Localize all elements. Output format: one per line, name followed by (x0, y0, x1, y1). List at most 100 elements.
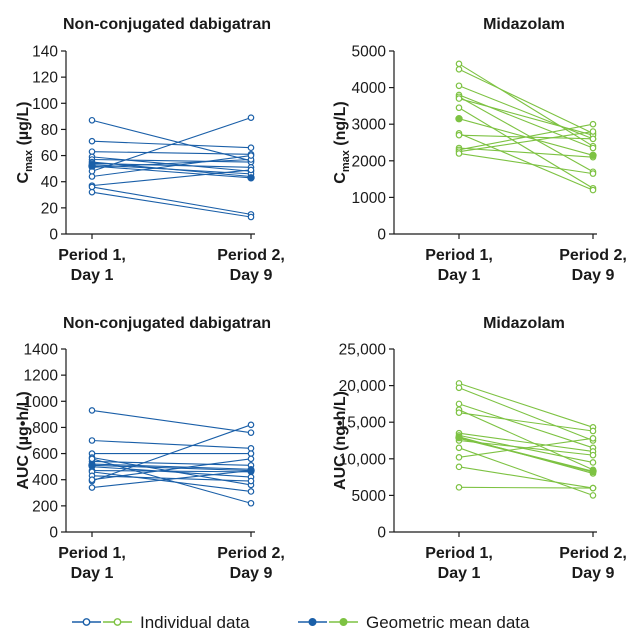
individual-point (589, 144, 597, 152)
y-tick-label: 2000 (352, 153, 387, 170)
individual-line (458, 147, 594, 158)
individual-point (455, 66, 463, 73)
y-tick-label: 1000 (24, 394, 59, 411)
individual-point (455, 409, 463, 416)
y-axis-label-main: C (332, 172, 349, 184)
individual-line (91, 169, 252, 187)
y-axis-label: AUC (µg•h/L) (15, 391, 32, 489)
x-tick-label: Period 1, (425, 545, 493, 562)
individual-line (91, 409, 252, 434)
individual-line (91, 470, 252, 473)
y-axis-label-unit: (ng/L) (332, 101, 349, 150)
individual-point (589, 120, 597, 128)
y-tick-label: 40 (41, 174, 59, 191)
individual-point (247, 445, 255, 452)
individual-point (247, 166, 255, 174)
individual-line (91, 186, 252, 215)
panel-title: Non-conjugated dabigatran (63, 16, 271, 33)
legend-individual-blue-marker (82, 618, 91, 626)
individual-line (91, 424, 252, 482)
individual-line (91, 458, 252, 481)
geometric-mean-line (458, 437, 594, 472)
individual-point (88, 173, 96, 180)
legend-individual-label: Individual data (140, 613, 250, 632)
individual-line (458, 437, 594, 458)
y-tick-label: 15,000 (339, 415, 387, 432)
individual-point (455, 95, 463, 102)
x-tick-label: Day 9 (230, 267, 273, 284)
y-tick-label: 0 (377, 227, 386, 244)
panel-4: Midazolam 0 5000 10,000 15,000 20,000 25,000 Pe… (332, 315, 627, 582)
x-tick-label: Day 1 (71, 267, 114, 284)
individual-point (589, 128, 597, 135)
individual-line (458, 409, 594, 471)
y-tick-label: 120 (32, 70, 58, 87)
individual-line (458, 94, 594, 149)
individual-line (458, 63, 594, 147)
x-tick-label: Period 1, (425, 247, 493, 264)
x-tick-label: Day 9 (572, 565, 615, 582)
y-tick-label: 0 (49, 525, 58, 542)
y-tick-label: 5000 (352, 488, 387, 505)
geometric-mean-line (91, 165, 252, 179)
y-tick-label: 1400 (24, 342, 59, 359)
y-tick-label: 60 (41, 148, 59, 165)
x-tick-label: Day 1 (438, 267, 481, 284)
individual-point (88, 476, 96, 484)
geometric-mean-line (458, 118, 594, 156)
individual-line (91, 155, 252, 178)
individual-point (88, 455, 96, 463)
geometric-mean-point (589, 467, 597, 475)
individual-point (455, 384, 463, 392)
individual-point (589, 492, 597, 499)
y-tick-label: 0 (49, 227, 58, 244)
geometric-mean-point (247, 174, 255, 182)
legend-mean-green-marker (339, 617, 348, 626)
y-axis-label-main: AUC (ng•h/L) (332, 391, 349, 490)
individual-line (458, 132, 594, 191)
individual-line (458, 466, 594, 489)
legend-mean-blue-marker (308, 617, 317, 626)
individual-point (455, 104, 463, 112)
individual-point (589, 186, 597, 194)
x-tick-label: Day 9 (572, 267, 615, 284)
individual-line (458, 486, 594, 489)
individual-line (91, 191, 252, 218)
y-tick-label: 5000 (352, 44, 387, 61)
individual-line (91, 470, 252, 489)
individual-line (458, 107, 594, 189)
x-tick-label: Period 1, (58, 545, 126, 562)
individual-point (455, 150, 463, 157)
geometric-mean-point (455, 115, 463, 123)
individual-line (91, 158, 252, 168)
individual-point (247, 450, 255, 457)
individual-line (458, 130, 594, 153)
x-tick-label: Period 2, (217, 247, 285, 264)
individual-point (247, 114, 255, 121)
y-tick-label: 200 (32, 498, 58, 515)
individual-point (455, 82, 463, 90)
y-axis-label-subscript: max (340, 149, 352, 172)
individual-point (247, 213, 255, 221)
y-axis-label-subscript: max (23, 149, 35, 172)
individual-line (458, 412, 594, 432)
individual-point (455, 454, 463, 461)
individual-point (247, 144, 255, 152)
geometric-mean-point (247, 466, 255, 475)
y-tick-label: 3000 (352, 117, 387, 134)
individual-line (91, 162, 252, 168)
individual-point (589, 427, 597, 435)
panel-title: Non-conjugated dabigatran (63, 315, 271, 332)
y-tick-label: 600 (32, 446, 58, 463)
panel-title: Midazolam (483, 315, 565, 332)
individual-point (88, 484, 96, 491)
individual-point (88, 148, 96, 155)
x-tick-label: Period 2, (559, 247, 627, 264)
y-axis-label-main: C (15, 171, 32, 183)
individual-line (91, 471, 252, 493)
panel-1: Non-conjugated dabigatran 0 20 40 60 80 100 120… (15, 16, 285, 284)
individual-point (88, 183, 96, 191)
individual-point (88, 437, 96, 444)
y-tick-label: 800 (32, 420, 58, 437)
